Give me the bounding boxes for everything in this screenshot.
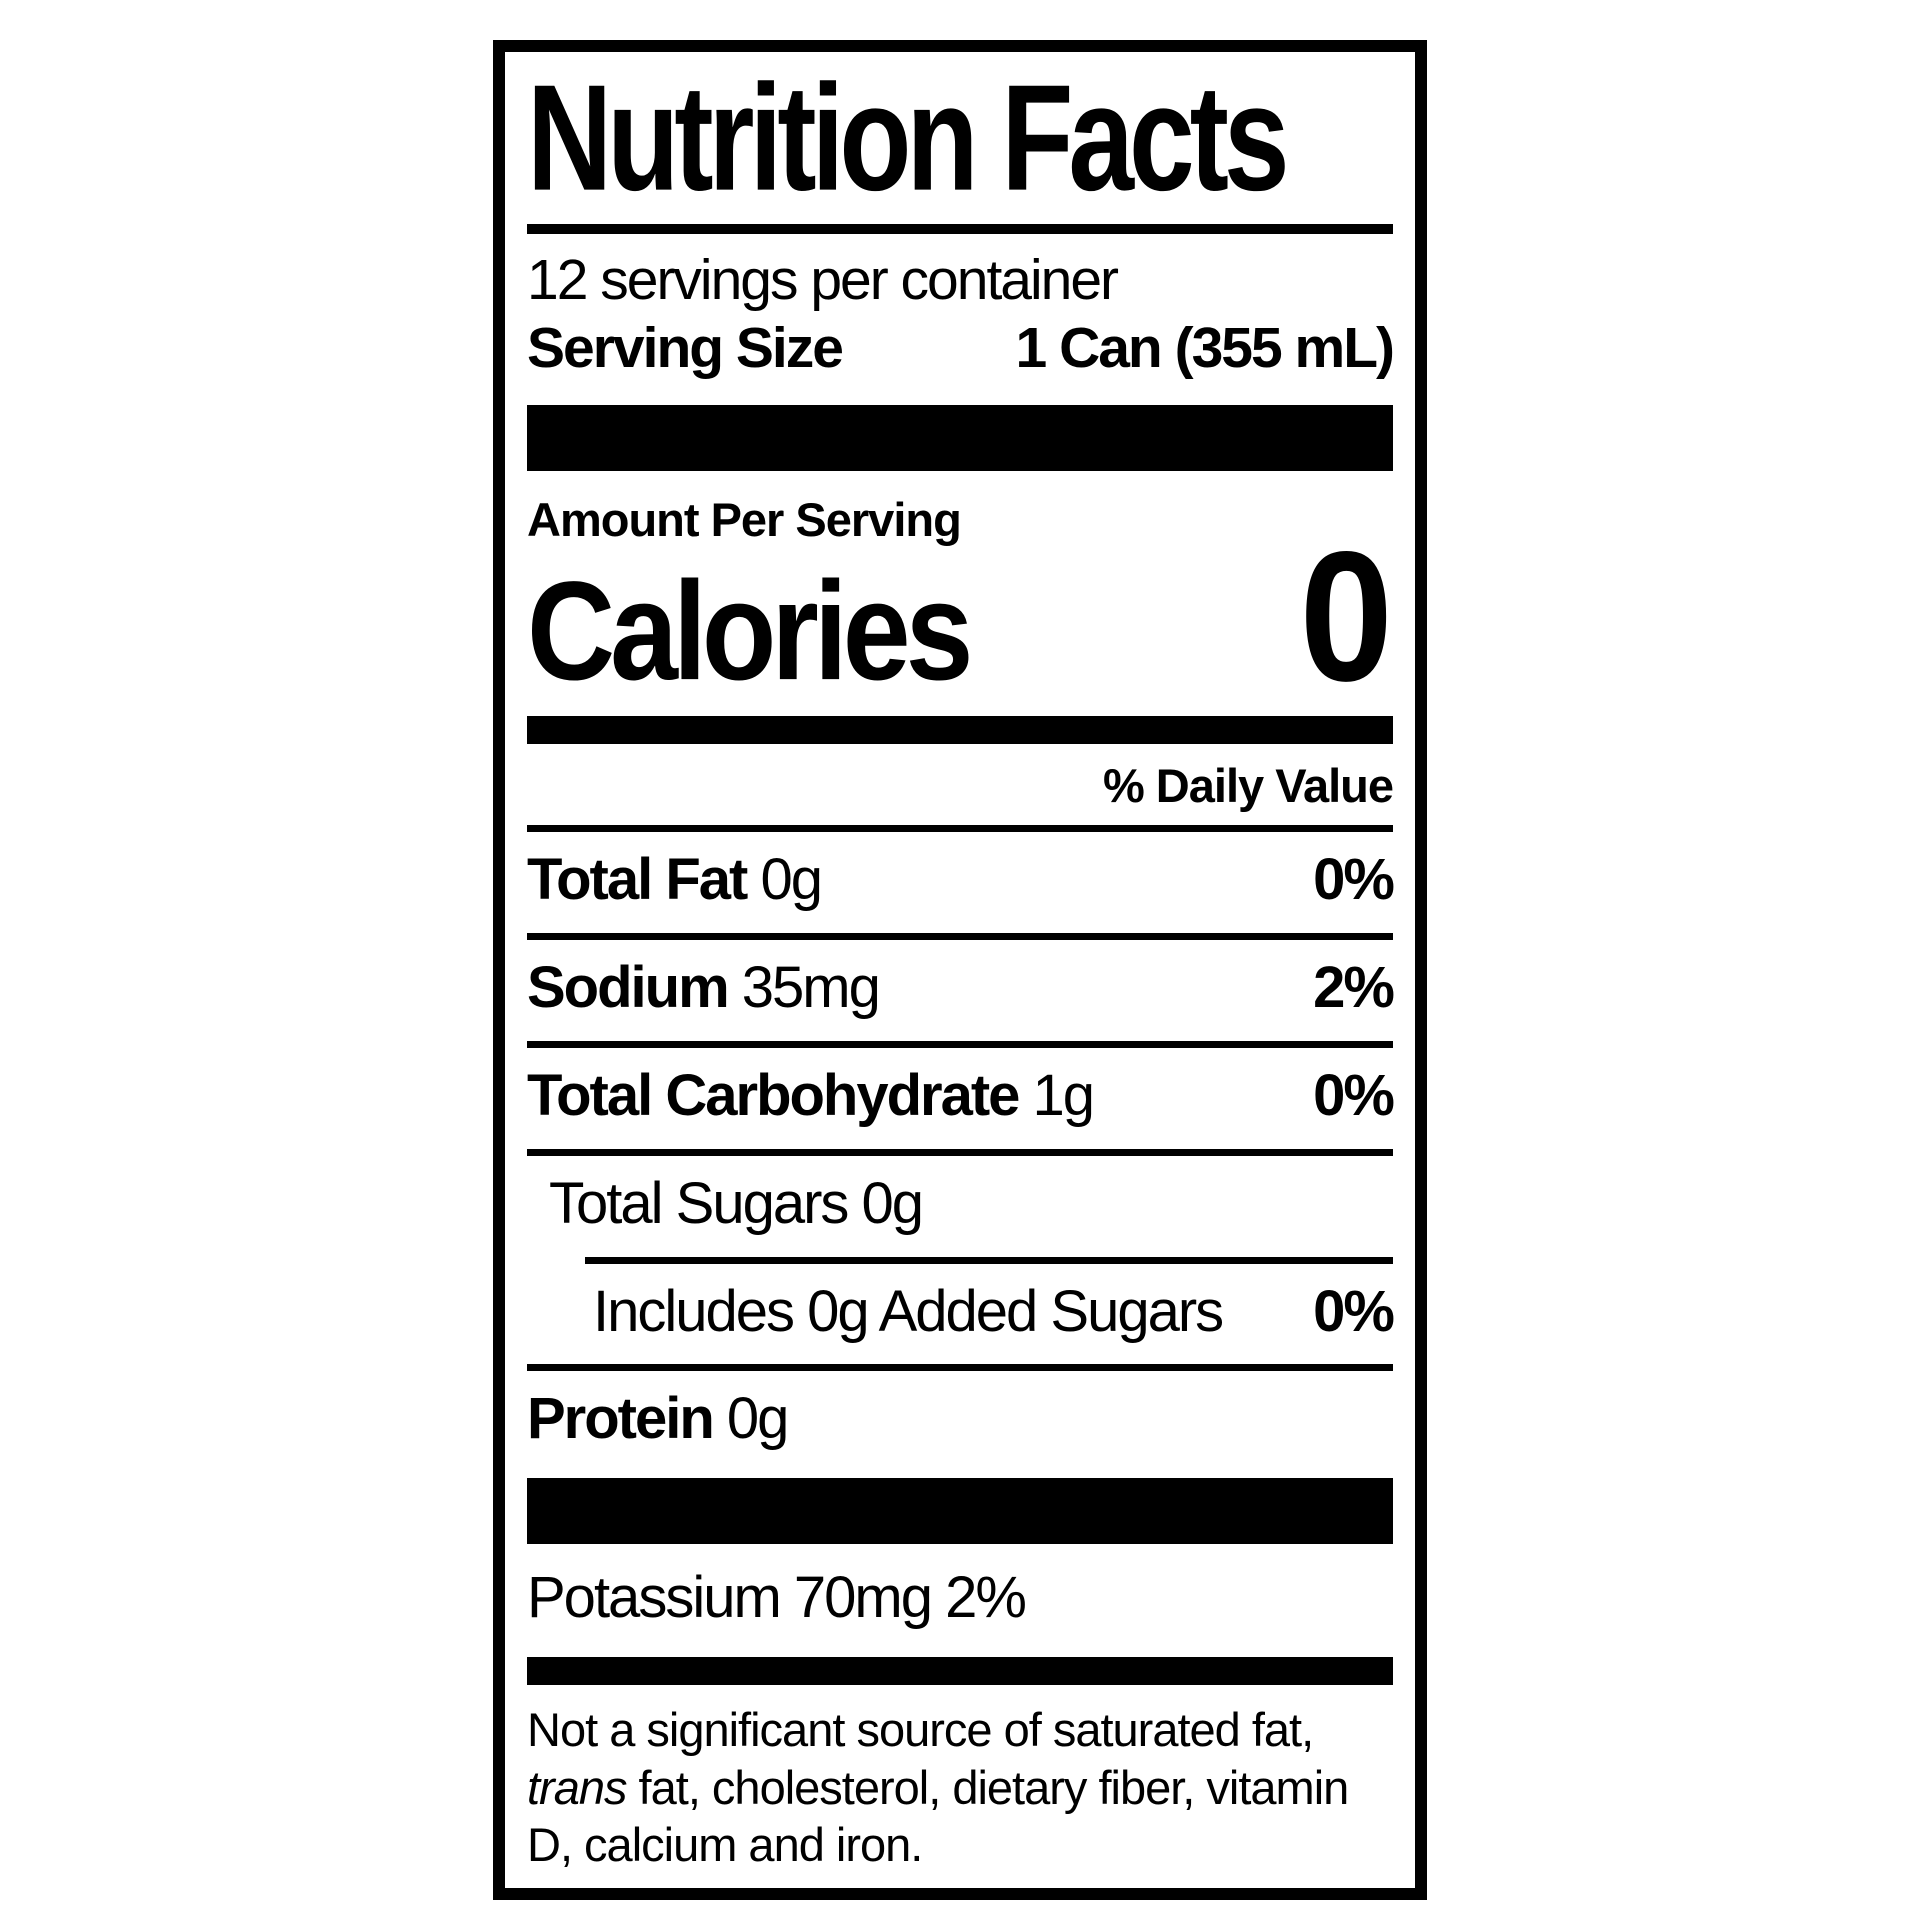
nutrient-name: Sodium — [527, 954, 730, 1020]
nutrient-amount: 0g — [847, 1170, 925, 1236]
nutrient-row: Total Sugars 0g — [527, 1156, 1393, 1257]
nutrient-row-rule — [585, 1256, 1393, 1264]
nutrition-facts-title: Nutrition Facts — [527, 54, 1290, 223]
footnote-text-start: Not a significant source of saturated fa… — [527, 1703, 1314, 1757]
nutrient-amount: 0g — [712, 1386, 790, 1452]
nutrient-dv: 0% — [1313, 1278, 1395, 1344]
nutrient-rows: Total Fat 0g 0% Sodium 35mg 2% Total Car… — [527, 832, 1395, 1473]
rule-under-daily-value — [527, 824, 1393, 832]
amount-per-serving-heading: Amount Per Serving — [527, 493, 962, 547]
serving-size-value: 1 Can (355 mL) — [1015, 315, 1395, 380]
nutrient-row: Total Fat 0g 0% — [527, 832, 1395, 933]
nutrient-row: Total Carbohydrate 1g 0% — [527, 1048, 1395, 1149]
serving-size-row: Serving Size 1 Can (355 mL) — [527, 315, 1395, 382]
nutrient-row-rule — [527, 1148, 1393, 1156]
nutrient-amount: 0g — [746, 846, 823, 912]
nutrient-row-rule — [527, 1364, 1393, 1372]
nutrient-row: Protein 0g — [527, 1371, 1393, 1472]
nutrient-dv: 2% — [1313, 954, 1395, 1020]
nutrient-name: Total Carbohydrate — [527, 1062, 1020, 1128]
nutrient-name: Total Sugars — [549, 1170, 849, 1236]
footnote-trans-italic: trans — [527, 1760, 627, 1814]
nutrient-dv: 0% — [1313, 1062, 1395, 1128]
separator-bar-medium-calories — [527, 715, 1393, 744]
title-rule — [527, 224, 1393, 234]
footnote: Not a significant source of saturated fa… — [527, 1701, 1393, 1873]
calories-row: Calories 0 — [527, 524, 1393, 710]
separator-bar-thick-top — [527, 405, 1393, 472]
nutrient-name: Total Fat — [527, 846, 748, 912]
potassium-row: Potassium 70mg 2% — [527, 1565, 1027, 1631]
nutrient-amount: 1g — [1018, 1062, 1096, 1128]
nutrient-row: Includes 0g Added Sugars 0% — [527, 1264, 1395, 1365]
nutrient-row: Sodium 35mg 2% — [527, 940, 1395, 1041]
servings-per-container: 12 servings per container — [527, 248, 1119, 312]
nutrient-name: Includes 0g Added Sugars — [593, 1278, 1224, 1344]
calories-value: 0 — [1299, 512, 1393, 720]
separator-bar-thick-bottom — [527, 1478, 1393, 1545]
footnote-text-end: fat, cholesterol, dietary fiber, vitamin… — [527, 1760, 1349, 1872]
serving-size-label: Serving Size — [527, 315, 844, 380]
nutrient-amount: 35mg — [727, 954, 881, 1020]
nutrient-dv: 0% — [1313, 846, 1395, 912]
calories-label: Calories — [527, 552, 973, 710]
separator-bar-medium-footnote — [527, 1657, 1393, 1686]
daily-value-header: % Daily Value — [1102, 758, 1394, 812]
nutrient-row-rule — [527, 1040, 1393, 1048]
nutrition-facts-label: Nutrition Facts 12 servings per containe… — [493, 40, 1427, 1900]
nutrient-name: Protein — [527, 1386, 715, 1452]
nutrient-row-rule — [527, 932, 1393, 940]
